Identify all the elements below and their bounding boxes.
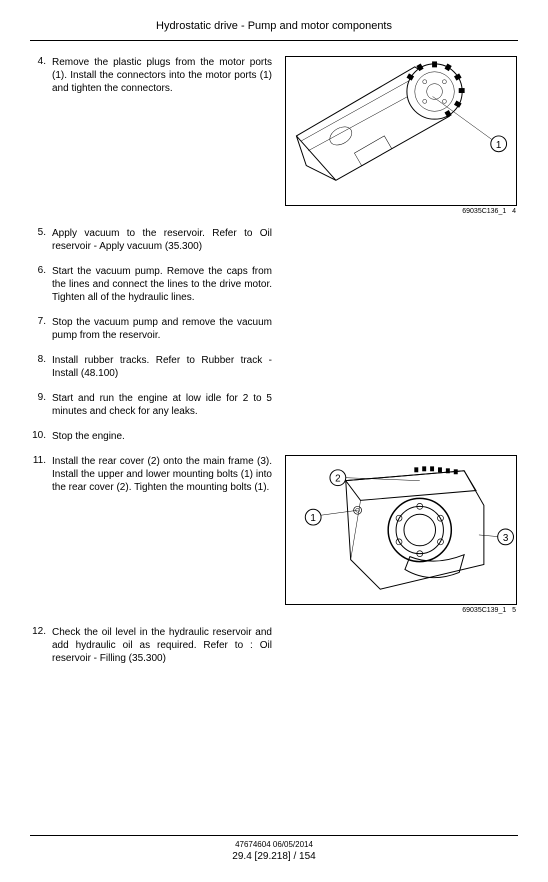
step-row-4: 4. Remove the plastic plugs from the mot… [30,56,518,215]
figure-2-caption: 69035C139_1 5 [285,607,518,614]
figure-2: 2 1 3 [285,455,517,605]
step-text: Check the oil level in the hydraulic res… [52,626,272,665]
step-number: 8. [30,354,52,365]
step-6: 6. Start the vacuum pump. Remove the cap… [30,265,518,304]
step-5: 5. Apply vacuum to the reservoir. Refer … [30,227,518,253]
step-number: 6. [30,265,52,276]
step-text: Start and run the engine at low idle for… [52,392,272,418]
step-9: 9. Start and run the engine at low idle … [30,392,518,418]
figure-1-svg: 1 [286,57,516,205]
step-number: 10. [30,430,52,441]
step-10: 10. Stop the engine. [30,430,518,443]
step-text: Stop the vacuum pump and remove the vacu… [52,316,272,342]
step-text: Stop the engine. [52,430,272,443]
callout-1b: 1 [310,513,315,524]
step-8: 8. Install rubber tracks. Refer to Rubbe… [30,354,518,380]
step-number: 5. [30,227,52,238]
step-text: Start the vacuum pump. Remove the caps f… [52,265,272,304]
step-row-11: 11. Install the rear cover (2) onto the … [30,455,518,614]
step-number: 9. [30,392,52,403]
header-title: Hydrostatic drive - Pump and motor compo… [156,20,392,32]
footer-docinfo: 47674604 06/05/2014 [30,840,518,849]
step-number: 12. [30,626,52,637]
step-4: 4. Remove the plastic plugs from the mot… [30,56,275,95]
callout-2: 2 [335,474,340,485]
step-text: Install the rear cover (2) onto the main… [52,455,272,494]
step-number: 11. [30,455,52,466]
step-text: Apply vacuum to the reservoir. Refer to … [52,227,272,253]
step-7: 7. Stop the vacuum pump and remove the v… [30,316,518,342]
figure-1-caption: 69035C136_1 4 [285,208,518,215]
figure-2-svg: 2 1 3 [286,456,516,604]
step-number: 4. [30,56,52,67]
page-header: Hydrostatic drive - Pump and motor compo… [30,20,518,32]
figure-1: 1 [285,56,517,206]
footer-pageinfo: 29.4 [29.218] / 154 [30,851,518,862]
step-text: Remove the plastic plugs from the motor … [52,56,272,95]
header-divider [30,40,518,41]
callout-3: 3 [503,533,509,544]
step-text: Install rubber tracks. Refer to Rubber t… [52,354,272,380]
page-footer: 47674604 06/05/2014 29.4 [29.218] / 154 [30,835,518,862]
callout-1: 1 [496,140,501,151]
step-number: 7. [30,316,52,327]
step-11: 11. Install the rear cover (2) onto the … [30,455,275,494]
step-12: 12. Check the oil level in the hydraulic… [30,626,518,665]
